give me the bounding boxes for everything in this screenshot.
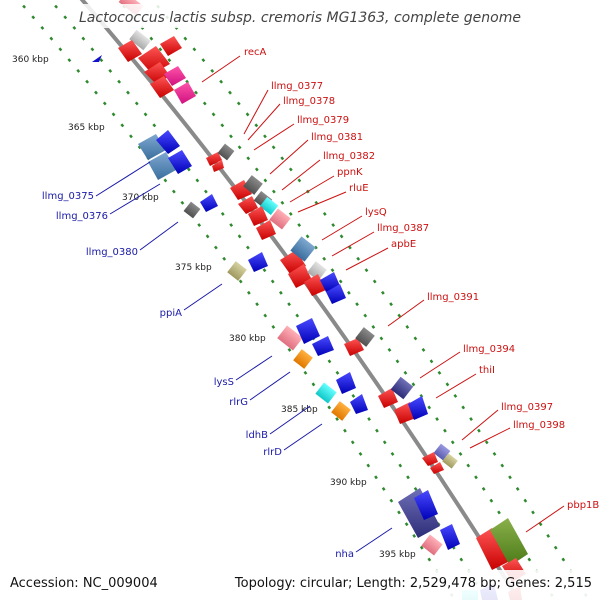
gene-feature-group[interactable] bbox=[280, 236, 346, 304]
tick-370: 370 kbp bbox=[122, 193, 159, 203]
tick-marker bbox=[92, 55, 102, 62]
tick-label: 375 kbp bbox=[175, 263, 212, 273]
gene-label-llmg-0380[interactable]: llmg_0380 bbox=[86, 247, 138, 258]
gene-label-reca[interactable]: recA bbox=[244, 47, 267, 58]
gene-feature-group[interactable] bbox=[227, 252, 268, 281]
gene-label-pbp1b[interactable]: pbp1B bbox=[567, 500, 599, 511]
gene-label-llmg-0397[interactable]: llmg_0397 bbox=[501, 402, 553, 413]
gene-label-llmg-0382[interactable]: llmg_0382 bbox=[323, 151, 375, 162]
tick-380: 380 kbp bbox=[229, 334, 266, 344]
gene-feature-group[interactable] bbox=[183, 143, 291, 240]
reverse-labels: llmg_0375 llmg_0376 llmg_0380 ppiA lysS … bbox=[42, 191, 354, 560]
title-backdrop bbox=[80, 4, 520, 28]
tick-label: 395 kbp bbox=[379, 550, 416, 560]
gene-feature-group[interactable] bbox=[138, 130, 192, 180]
tick-385: 385 kbp bbox=[281, 405, 318, 415]
gene-feature-group[interactable] bbox=[378, 376, 428, 424]
tick-label: 365 kbp bbox=[68, 123, 105, 133]
leader-lines bbox=[95, 55, 565, 553]
gene-label-llmg-0387[interactable]: llmg_0387 bbox=[377, 223, 429, 234]
gene-label-apbe[interactable]: apbE bbox=[391, 239, 416, 250]
tick-group: 360 kbp 365 kbp 370 kbp 375 kbp 380 kbp … bbox=[12, 55, 416, 560]
gene-label-rlue[interactable]: rluE bbox=[349, 183, 369, 194]
tick-390: 390 kbp bbox=[330, 478, 367, 488]
tick-label: 360 kbp bbox=[12, 55, 49, 65]
gene-feature-group[interactable] bbox=[315, 372, 368, 421]
forward-labels: recA llmg_0377 llmg_0378 llmg_0379 llmg_… bbox=[244, 47, 599, 511]
gene-feature-group[interactable] bbox=[398, 488, 460, 556]
tick-label: 385 kbp bbox=[281, 405, 318, 415]
gene-label-lysq[interactable]: lysQ bbox=[365, 207, 387, 218]
gene-feature-group[interactable] bbox=[277, 318, 334, 369]
gene-label-thii[interactable]: thiI bbox=[479, 365, 495, 376]
gene-label-ppnk[interactable]: ppnK bbox=[337, 167, 363, 178]
gene-features bbox=[118, 0, 528, 600]
tick-375: 375 kbp bbox=[175, 263, 212, 273]
map-title: Lactococcus lactis subsp. cremoris MG136… bbox=[79, 10, 521, 26]
gene-label-rlrg[interactable]: rlrG bbox=[229, 397, 248, 408]
tick-label: 370 kbp bbox=[122, 193, 159, 203]
tick-365: 365 kbp bbox=[68, 123, 105, 133]
gene-label-ldhb[interactable]: ldhB bbox=[246, 430, 268, 441]
gene-label-llmg-0379[interactable]: llmg_0379 bbox=[297, 115, 349, 126]
topology-text: Topology: circular; Length: 2,529,478 bp… bbox=[234, 576, 592, 591]
tick-label: 380 kbp bbox=[229, 334, 266, 344]
gene-label-ppia[interactable]: ppiA bbox=[160, 308, 182, 319]
tick-360: 360 kbp bbox=[12, 55, 102, 65]
guide-track bbox=[48, 0, 491, 604]
guide-track bbox=[16, 0, 459, 604]
gene-label-llmg-0394[interactable]: llmg_0394 bbox=[463, 344, 515, 355]
gene-label-llmg-0381[interactable]: llmg_0381 bbox=[311, 132, 363, 143]
tick-label: 390 kbp bbox=[330, 478, 367, 488]
gene-label-lyss[interactable]: lysS bbox=[214, 377, 234, 388]
guide-track bbox=[150, 0, 593, 604]
gene-feature-group[interactable] bbox=[422, 443, 458, 474]
footer-backdrop bbox=[0, 570, 600, 600]
tick-395: 395 kbp bbox=[379, 550, 416, 560]
gene-label-nha[interactable]: nha bbox=[335, 549, 354, 560]
gene-feature-group[interactable] bbox=[344, 327, 375, 356]
gene-label-llmg-0391[interactable]: llmg_0391 bbox=[427, 292, 479, 303]
gene-label-llmg-0376[interactable]: llmg_0376 bbox=[56, 211, 108, 222]
gene-label-llmg-0375[interactable]: llmg_0375 bbox=[42, 191, 94, 202]
gene-label-llmg-0378[interactable]: llmg_0378 bbox=[283, 96, 335, 107]
gene-label-rlrd[interactable]: rlrD bbox=[263, 447, 282, 458]
gene-label-llmg-0398[interactable]: llmg_0398 bbox=[513, 420, 565, 431]
gene-label-llmg-0377[interactable]: llmg_0377 bbox=[271, 81, 323, 92]
accession-text: Accession: NC_009004 bbox=[10, 576, 158, 591]
